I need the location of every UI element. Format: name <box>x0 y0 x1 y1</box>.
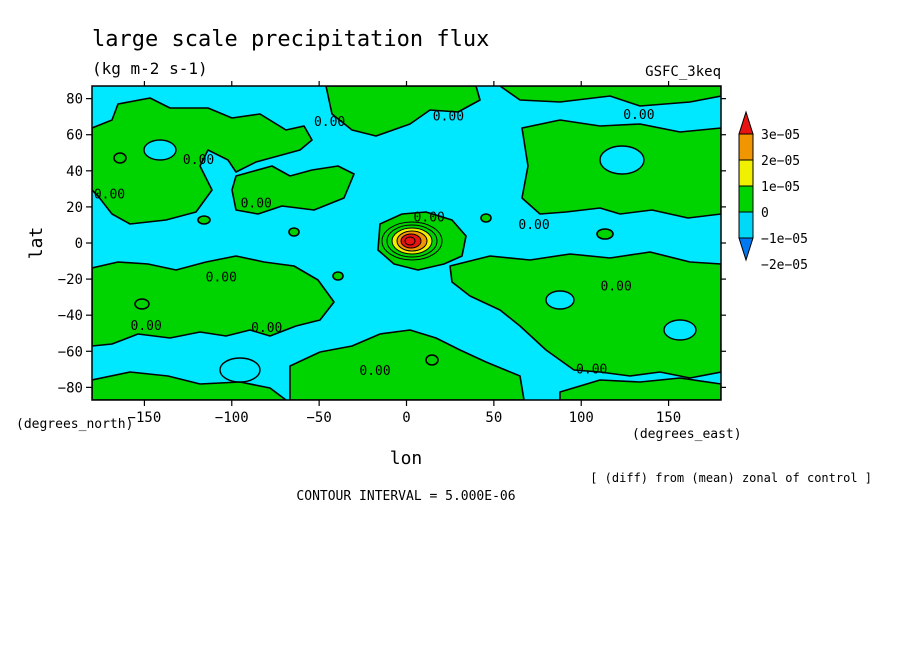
contour-label: 0.00 <box>623 108 654 123</box>
colorbar-segment <box>738 185 754 213</box>
x-tick-label: 50 <box>485 410 502 426</box>
region-n <box>325 86 481 137</box>
contour-label: 0.00 <box>359 364 390 379</box>
y-tick-label: −20 <box>58 272 83 288</box>
island-5 <box>425 354 439 366</box>
contour-label: 0.00 <box>206 270 237 285</box>
region-ne-top <box>499 86 721 107</box>
region-s <box>289 329 525 400</box>
island-3 <box>197 215 211 225</box>
contour-label: 0.00 <box>601 279 632 294</box>
x-tick-label: 0 <box>402 410 410 426</box>
pocket-1 <box>143 139 177 161</box>
x-tick-label: 100 <box>569 410 594 426</box>
pocket-4 <box>545 290 575 310</box>
anomaly-ring-2 <box>386 224 438 258</box>
region-w-mid <box>231 165 355 215</box>
plot-area: 0.00 0.00 0.00 0.00 0.00 0.00 0.00 0.00 0.00 0.00… <box>92 86 721 400</box>
island-2 <box>134 298 150 310</box>
colorbar-label: −2e−05 <box>761 258 808 273</box>
x-axis-title: lon <box>390 448 423 469</box>
y-tick-label: 60 <box>66 128 83 144</box>
contour-label: 0.00 <box>314 115 345 130</box>
model-label: GSFC_3keq <box>645 64 721 80</box>
negative-pockets <box>143 139 697 383</box>
colorbar-segment <box>738 211 754 239</box>
colorbar-label: 1e−05 <box>761 180 800 195</box>
y-tick-label: −60 <box>58 344 83 360</box>
comparison-note: [ (diff) from (mean) zonal of control ] <box>590 471 872 485</box>
region-se-bottom <box>559 377 721 400</box>
island-6 <box>596 228 614 240</box>
x-tick-label: −150 <box>128 410 162 426</box>
contour-label: 0.00 <box>94 187 125 202</box>
x-unit-label: (degrees_east) <box>632 427 742 442</box>
y-tick-label: 40 <box>66 164 83 180</box>
contour-label: 0.00 <box>433 110 464 125</box>
colorbar-label: 3e−05 <box>761 128 800 143</box>
anomaly-contours <box>381 221 443 261</box>
y-tick-label: −80 <box>58 380 83 396</box>
contour-label: 0.00 <box>183 153 214 168</box>
pocket-5 <box>663 319 697 341</box>
island-7 <box>332 271 344 281</box>
anomaly-ring-5 <box>400 233 422 249</box>
chart-title: large scale precipitation flux <box>92 27 489 52</box>
anomaly-ring-1 <box>381 221 443 261</box>
y-tick-label: 80 <box>66 92 83 108</box>
colorbar-cap-bottom <box>738 237 754 262</box>
y-axis-title: lat <box>26 227 47 260</box>
y-axis: 80 60 40 20 0 −20 −40 −60 −80 <box>58 92 726 396</box>
anomaly-ring-6 <box>404 236 416 246</box>
x-tick-label: 150 <box>656 410 681 426</box>
contour-label: 0.00 <box>414 211 445 226</box>
colorbar-label: 2e−05 <box>761 154 800 169</box>
x-tick-label: −100 <box>215 410 249 426</box>
region-sw <box>92 255 335 347</box>
y-tick-label: 0 <box>75 236 83 252</box>
x-tick-label: −50 <box>306 410 331 426</box>
island-1 <box>113 152 127 164</box>
contour-label: 0.00 <box>131 319 162 334</box>
island-4 <box>288 227 300 237</box>
x-axis: −150 −100 −50 0 50 100 150 <box>128 81 681 426</box>
pocket-2 <box>599 145 645 175</box>
colorbar-label: 0 <box>761 206 769 221</box>
contour-interval: CONTOUR INTERVAL = 5.000E-06 <box>296 489 515 504</box>
colorbar-segment <box>738 159 754 187</box>
region-nw <box>92 97 313 225</box>
y-tick-label: 20 <box>66 200 83 216</box>
y-tick-label: −40 <box>58 308 83 324</box>
contour-label: 0.00 <box>576 362 607 377</box>
y-unit-label: (degrees_north) <box>16 417 133 432</box>
region-se <box>449 251 721 379</box>
colorbar-segment <box>738 133 754 161</box>
chart-units: (kg m-2 s-1) <box>92 59 208 78</box>
pocket-3 <box>219 357 261 383</box>
contour-labels: 0.00 0.00 0.00 0.00 0.00 0.00 0.00 0.00 0.00 0.00… <box>94 108 655 379</box>
colorbar-label: −1e−05 <box>761 232 808 247</box>
contour-label: 0.00 <box>518 218 549 233</box>
colorbar-cap-top <box>738 110 754 135</box>
contour-label: 0.00 <box>251 321 282 336</box>
colorbar: 3e−05 2e−05 1e−05 0 −1e−05 −2e−05 <box>738 110 808 273</box>
contour-label: 0.00 <box>241 196 272 211</box>
island-8 <box>480 213 492 223</box>
